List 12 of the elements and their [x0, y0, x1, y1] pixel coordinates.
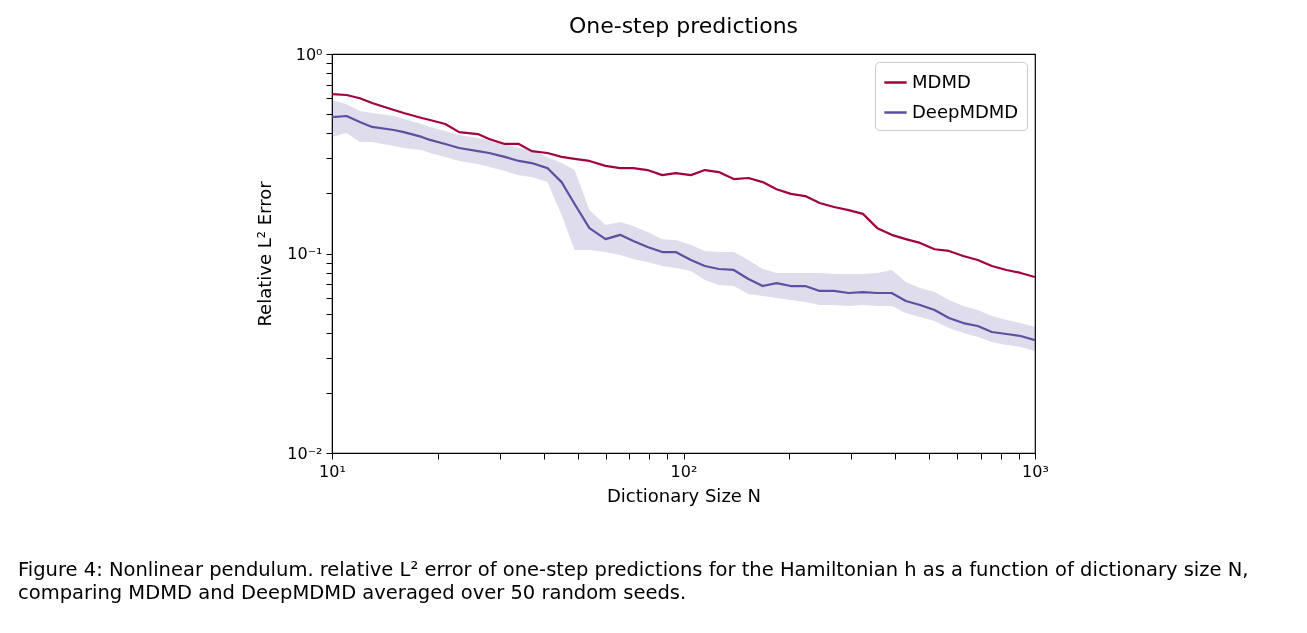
- legend-label: DeepMDMD: [912, 100, 1019, 122]
- x-tick-label: 10²: [670, 461, 698, 481]
- y-tick-label: 10⁻¹: [287, 244, 323, 263]
- y-tick-label: 10⁻²: [287, 443, 323, 463]
- chart-title: One-step predictions: [568, 13, 799, 38]
- caption: Figure 4: Nonlinear pendulum. relative L² error of one-step predictions for the Hamiltonian h as a function of dictionary size N, comparing MDMD and DeepMDMD averaged over 50 random seeds.: [18, 558, 1250, 604]
- x-axis-title: Dictionary Size N: [606, 484, 762, 506]
- y-axis-title: Relative L² Error: [254, 180, 276, 327]
- legend-label: MDMD: [912, 70, 971, 92]
- y-tick-label: 10⁰: [295, 44, 323, 64]
- x-tick-label: 10¹: [319, 461, 346, 481]
- x-tick-label: 10³: [1022, 461, 1049, 481]
